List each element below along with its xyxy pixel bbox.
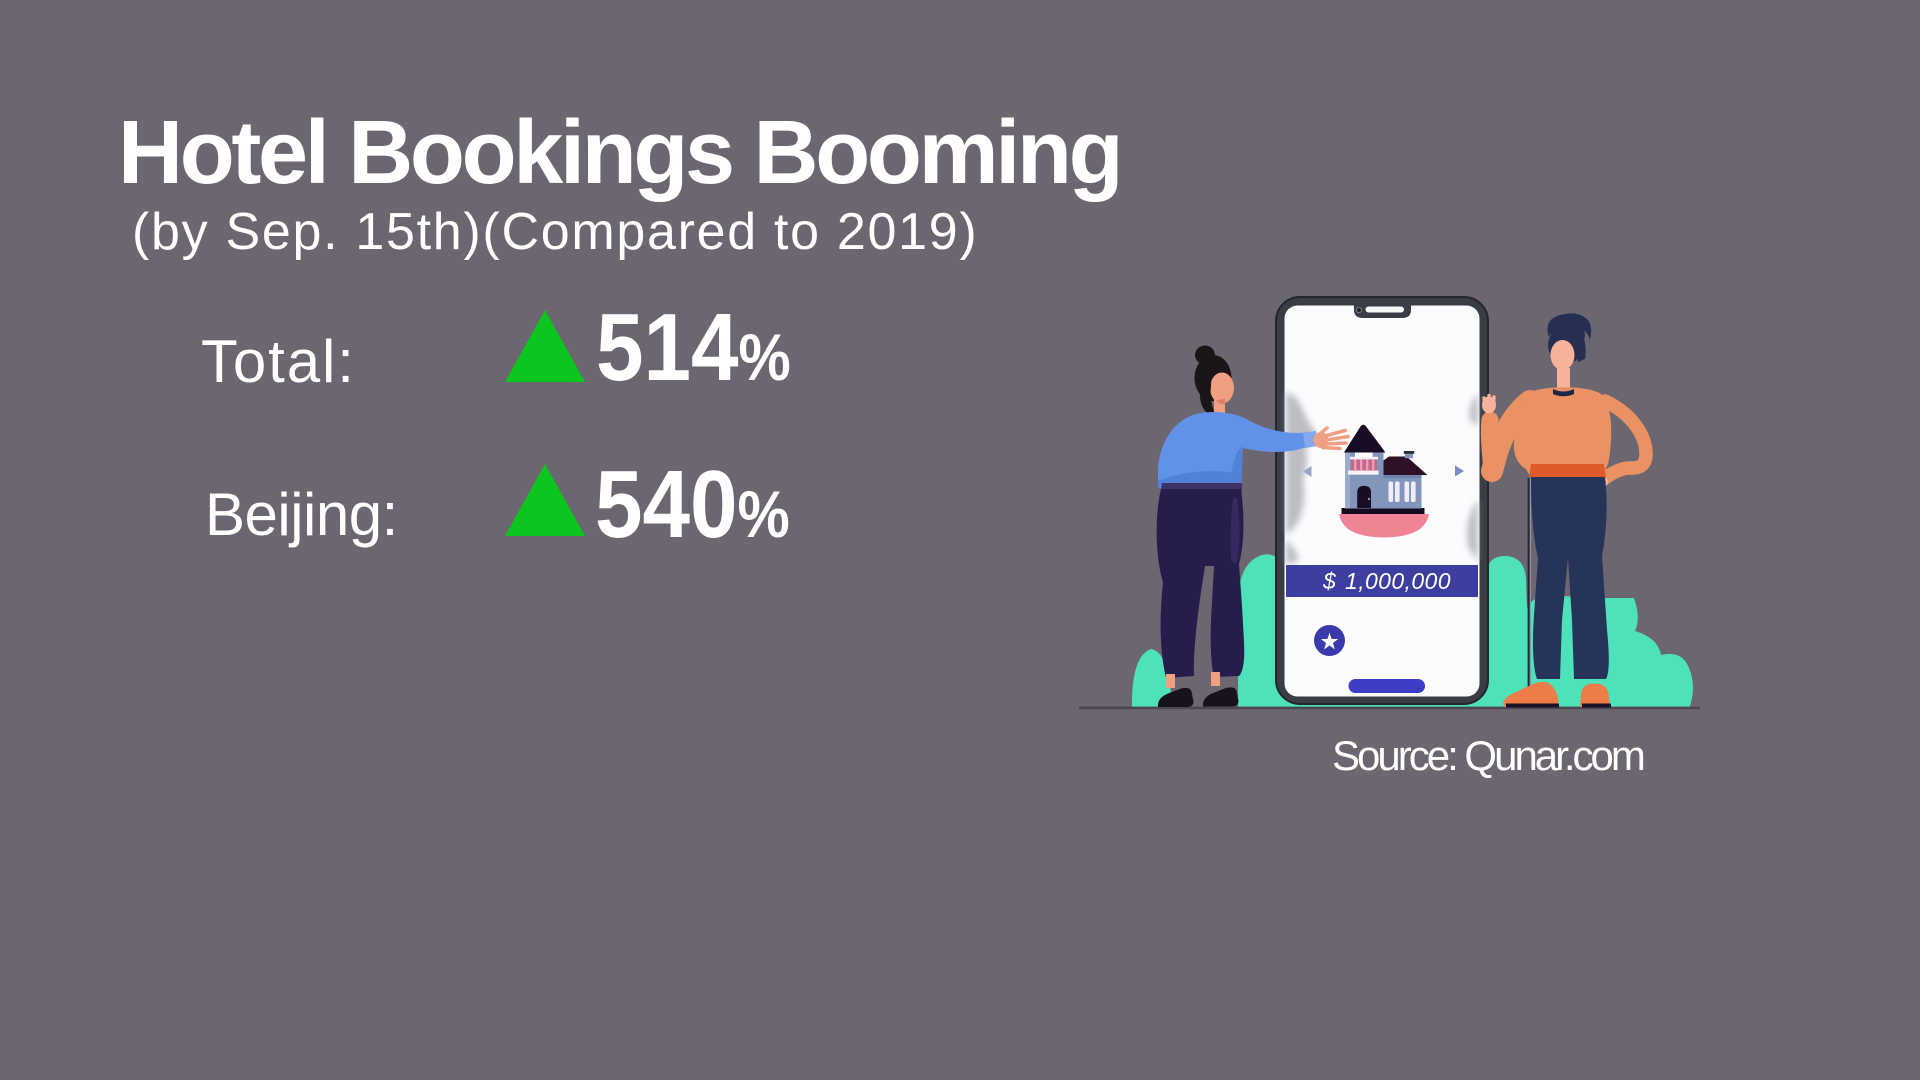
svg-text:$: $ <box>1322 568 1337 594</box>
svg-text:1,000,000: 1,000,000 <box>1345 568 1451 594</box>
